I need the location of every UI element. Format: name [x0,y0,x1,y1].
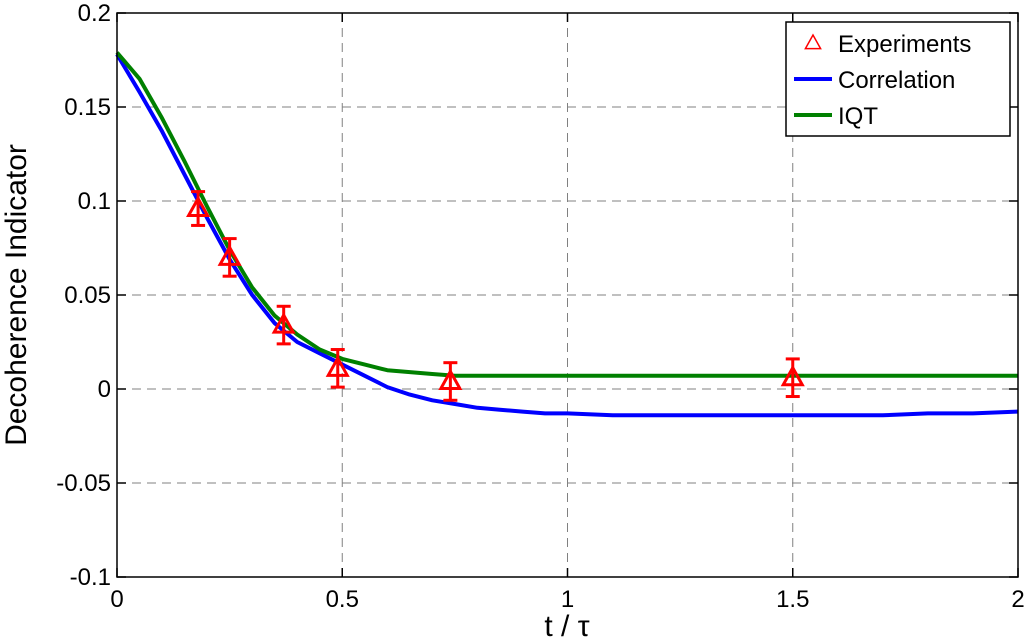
legend-entry-iqt: IQT [794,103,878,130]
legend-entry-experiments: Experiments [804,31,971,58]
axis-ticks [116,12,1019,578]
experiment-marker [217,244,242,266]
legend-entry-correlation: Correlation [794,67,955,94]
experiment-marker [325,355,350,377]
experiment-marker [186,195,211,218]
y-tick-label: -0.1 [70,564,111,591]
x-tick-label: 0.5 [326,586,359,613]
experiment-marker [780,364,805,387]
experiment-marker [438,368,463,390]
experiment-point [217,237,242,278]
legend-label: Correlation [838,67,955,94]
legend-label: IQT [838,103,878,130]
series-layer [115,51,1019,418]
experiment-marker [271,312,296,334]
experiment-point [186,190,211,227]
legend-swatch-marker [804,33,822,50]
y-tick-label: 0.15 [64,94,111,121]
legend-label: Experiments [838,31,971,58]
x-tick-label: 2 [1011,586,1024,613]
y-tick-label: 0.05 [64,282,111,309]
legend: Experiments Correlation IQT [785,21,1011,137]
y-tick-label: -0.05 [56,470,111,497]
y-tick-label: 0.1 [78,188,111,215]
x-tick-label: 1 [561,586,574,613]
y-tick-label: 0.2 [78,0,111,27]
x-tick-label: 0 [110,586,123,613]
series-line-iqt [115,51,1018,378]
experiment-point [780,357,805,399]
y-axis-title: Decoherence Indicator [0,144,33,446]
experiment-point [325,348,350,389]
tick-labels: 0 0.5 1 1.5 2 -0.1 -0.05 0 0.05 0.1 0.15 0.2 [56,0,1024,613]
x-axis-title: t / τ [544,610,589,642]
x-tick-label: 1.5 [776,586,809,613]
y-tick-label: 0 [98,376,111,403]
experiment-point [438,361,463,402]
experiment-point [271,304,296,346]
